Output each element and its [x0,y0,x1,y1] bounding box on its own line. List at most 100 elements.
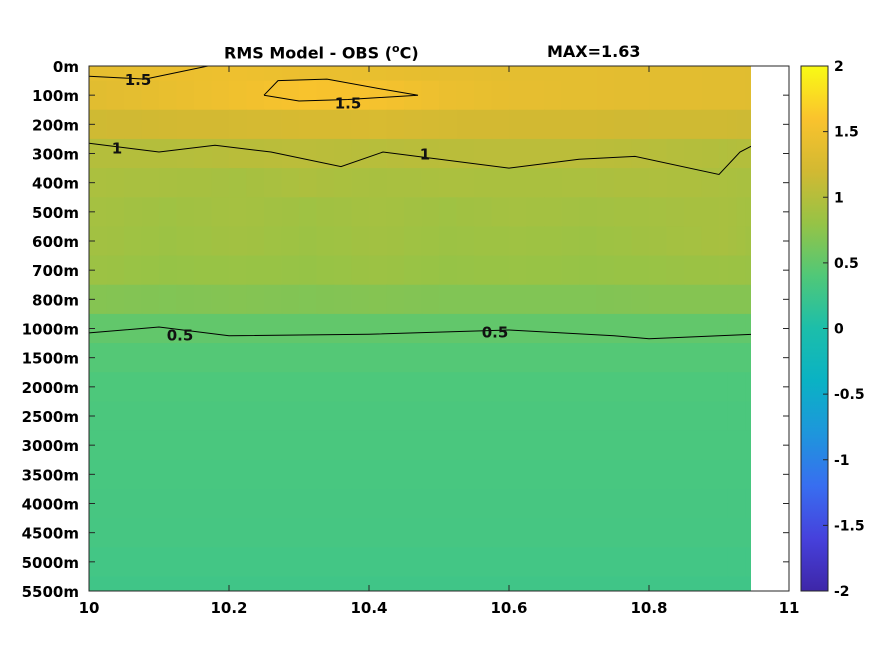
heatmap-cell [631,226,650,257]
heatmap-cell [456,80,475,111]
heatmap-cell [727,488,738,519]
heatmap-cell [579,518,598,549]
heatmap-cell [369,109,388,140]
heatmap-cell [124,343,143,374]
heatmap-cell [649,109,668,140]
heatmap-cell [106,255,125,286]
heatmap-cell [124,547,143,578]
heatmap-cell [614,197,633,228]
heatmap-cell [176,226,195,257]
heatmap-cell [666,66,685,82]
heatmap-cell [491,313,510,344]
y-tick-label: 5000m [22,554,79,572]
heatmap-cell [727,576,738,591]
heatmap-cell [701,197,720,228]
heatmap-cell [404,488,423,519]
heatmap-cell [561,372,580,403]
heatmap-cell [404,226,423,257]
heatmap-cell [124,284,143,315]
heatmap-cell [736,66,747,82]
heatmap-cell [666,313,685,344]
heatmap-cell [229,547,248,578]
heatmap-cell [211,313,230,344]
heatmap-cell [727,518,738,549]
heatmap-cell [526,66,545,82]
heatmap-cell [106,343,125,374]
heatmap-cell [666,197,685,228]
heatmap-cell [124,138,143,169]
heatmap-cell [334,226,353,257]
heatmap-cell [176,372,195,403]
heatmap-cell [509,459,528,490]
heatmap-cell [246,343,265,374]
heatmap-cell [701,109,720,140]
contour-label: 0.5 [167,326,194,344]
heatmap-cell [316,576,335,591]
heatmap-cell [456,488,475,519]
heatmap-cell [526,547,545,578]
heatmap-cell [229,255,248,286]
heatmap-cell [736,284,747,315]
heatmap-cell [89,459,108,490]
heatmap-cell [351,80,370,111]
heatmap-cell [439,488,458,519]
heatmap-cell [579,168,598,199]
heatmap-cell [211,109,230,140]
heatmap-cell [596,168,615,199]
contour-line-0.5 [89,326,751,340]
heatmap-cell [194,372,213,403]
heatmap-cell [561,401,580,432]
heatmap-cell [579,226,598,257]
heatmap-cell [666,138,685,169]
heatmap-cell [316,459,335,490]
heatmap-cell [456,459,475,490]
heatmap-cell [246,66,265,82]
heatmap-cell [229,343,248,374]
heatmap-cell [736,226,747,257]
heatmap-cell [439,255,458,286]
heatmap-cell [124,109,143,140]
heatmap-cell [316,109,335,140]
heatmap-cell [649,197,668,228]
heatmap-cell [666,372,685,403]
heatmap-cell [106,284,125,315]
heatmap-cell [727,255,738,286]
heatmap-cell [421,518,440,549]
heatmap-cell [404,109,423,140]
heatmap-cell [299,109,318,140]
heatmap-cell [229,168,248,199]
y-tick-label: 700m [32,262,79,280]
heatmap-cell [176,255,195,286]
heatmap-cell [745,284,751,315]
heatmap-cell [684,197,703,228]
heatmap-cell [159,80,178,111]
heatmap-cell [509,138,528,169]
heatmap-cell [745,430,751,461]
heatmap-cell [246,576,265,591]
heatmap-cell [745,168,751,199]
heatmap-cell [649,401,668,432]
heatmap-cell [369,66,388,82]
heatmap-cell [684,66,703,82]
heatmap-cell [544,80,563,111]
heatmap-cell [701,488,720,519]
y-tick-label: 3000m [22,437,79,455]
heatmap-cell [544,226,563,257]
heatmap-cell [194,459,213,490]
heatmap-cell [666,401,685,432]
heatmap-cell [491,430,510,461]
heatmap-cell [579,547,598,578]
heatmap-cell [404,66,423,82]
heatmap-cell [299,488,318,519]
y-tick-label: 4000m [22,496,79,514]
heatmap-cell [544,284,563,315]
heatmap-cell [701,284,720,315]
heatmap-cell [509,313,528,344]
heatmap-cell [106,226,125,257]
heatmap-cell [316,488,335,519]
heatmap-cell [299,372,318,403]
colorbar-tick-label: -2 [834,584,850,600]
heatmap-cell [281,372,300,403]
heatmap-cell [316,547,335,578]
